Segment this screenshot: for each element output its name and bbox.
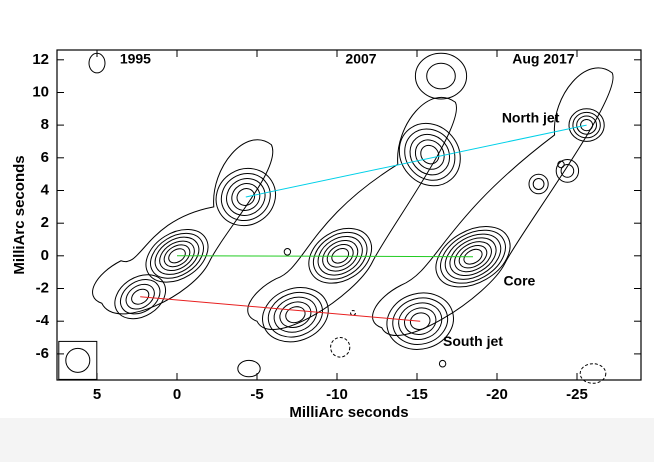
south-3-contour-5	[409, 312, 431, 331]
blob-3-contour-1	[528, 173, 549, 195]
blob-1-contour-2	[426, 62, 456, 90]
y-tick-label-5: 4	[41, 181, 50, 198]
south-1-contour-4	[131, 288, 150, 305]
y-tick-label-3: 8	[41, 116, 49, 133]
core-2-contour-6	[331, 248, 350, 264]
blob-3-contour-2	[532, 178, 545, 190]
blob-4-contour-1	[557, 160, 565, 169]
blob-2-contour-2	[560, 164, 575, 178]
blob-6-contour-1	[283, 248, 292, 256]
x-axis-title: MilliArc seconds	[289, 404, 408, 421]
bottom-band	[0, 418, 654, 462]
x-tick-label-1: 5	[93, 386, 101, 403]
core-2-contour-5	[326, 244, 354, 268]
annotation-3: Aug 2017	[512, 51, 574, 67]
annotation-6: South jet	[443, 333, 503, 349]
north-1-contour-5	[236, 188, 256, 206]
y-tick-label-4: 6	[41, 149, 49, 166]
core-3-contour-6	[458, 244, 488, 269]
core-3-contour-4	[449, 237, 497, 277]
x-tick-label-3: -5	[250, 386, 263, 403]
south-2-contour-1	[262, 287, 329, 343]
y-tick-label-2: 10	[32, 83, 49, 100]
blob-1-contour-1	[414, 52, 468, 100]
core-2-contour-2	[312, 231, 368, 280]
south-2-contour-3	[273, 296, 318, 333]
south-3-contour-3	[398, 302, 443, 340]
annotation-2: 2007	[345, 51, 376, 67]
core-1-contour-6	[168, 248, 186, 264]
jet-envelope-3	[372, 67, 614, 336]
track-line-1	[245, 124, 587, 198]
contour-layer	[58, 52, 614, 384]
plot-frame	[56, 49, 642, 381]
core-2-contour-4	[322, 239, 359, 272]
motion-tracks	[140, 124, 587, 322]
core-3-contour-7	[463, 248, 483, 265]
core-1-contour-2	[150, 232, 204, 279]
beam-ellipse	[65, 347, 91, 373]
north-1-contour-2	[220, 172, 271, 222]
core-3-contour-5	[454, 241, 492, 273]
annotation-5: Core	[503, 273, 535, 289]
south-2-contour-4	[279, 301, 312, 328]
negative-blob-1-contour-1	[330, 337, 351, 358]
core-3-contour-2	[440, 229, 506, 284]
x-tick-label-4: -10	[326, 386, 348, 403]
y-tick-label-9: -4	[36, 312, 50, 329]
north-2-contour-3	[409, 133, 451, 176]
x-tick-label-7: -25	[566, 386, 588, 403]
core-2-contour-1	[308, 227, 373, 284]
y-tick-label-10: -6	[36, 345, 49, 362]
north-1-contour-3	[226, 178, 266, 216]
core-3-contour-3	[444, 233, 502, 280]
core-1-contour-1	[145, 228, 209, 283]
annotation-1: 1995	[120, 51, 151, 67]
core-2-contour-3	[317, 235, 363, 276]
y-tick-label-8: -2	[36, 279, 49, 296]
track-line-3	[140, 296, 421, 322]
y-tick-label-1: 12	[32, 51, 49, 68]
jet-envelope-2	[247, 96, 457, 330]
south-3-contour-1	[386, 292, 454, 350]
north-2-contour-1	[398, 122, 461, 187]
core-1-contour-4	[159, 240, 195, 272]
south-3-contour-2	[392, 297, 449, 345]
north-2-contour-4	[414, 139, 445, 170]
negative-blob-2-contour-1	[579, 363, 607, 384]
negative-blob-3-contour-1	[350, 310, 356, 316]
north-3-contour-2	[572, 111, 601, 139]
north-3-contour-1	[568, 108, 605, 142]
core-3-contour-1	[435, 226, 511, 288]
north-2-contour-2	[404, 128, 456, 181]
core-1-contour-3	[154, 236, 200, 275]
blob-5-contour-1	[237, 359, 261, 378]
track-line-2	[176, 255, 474, 258]
x-tick-label-2: 0	[173, 386, 181, 403]
x-tick-label-6: -20	[486, 386, 508, 403]
axes-layer: 5 0 -5 -10 -15 -20 -25 12 10 8 6 4 2 0 -2 -4 -6 MilliArc …	[11, 49, 642, 421]
south-1-contour-3	[125, 283, 155, 310]
south-2-contour-2	[267, 291, 323, 338]
annotation-4: North jet	[502, 109, 560, 125]
y-axis-title: MilliArc seconds	[11, 155, 28, 274]
north-3-contour-3	[576, 115, 597, 135]
blob-8-contour-1	[438, 359, 447, 368]
y-tick-label-6: 2	[41, 214, 49, 231]
south-3-contour-4	[403, 307, 437, 336]
north-1-contour-1	[215, 167, 276, 227]
core-1-contour-5	[163, 244, 191, 268]
jet-envelope-1	[92, 139, 274, 315]
north-1-contour-4	[231, 183, 261, 211]
blob-2-contour-1	[555, 159, 580, 183]
south-1-contour-2	[119, 279, 161, 315]
south-1-contour-1	[114, 274, 166, 320]
north-3-contour-4	[580, 119, 594, 132]
x-tick-label-5: -15	[406, 386, 428, 403]
y-tick-label-7: 0	[41, 247, 49, 264]
annotation-layer: 1995 2007 Aug 2017 North jet Core South jet	[120, 51, 575, 350]
